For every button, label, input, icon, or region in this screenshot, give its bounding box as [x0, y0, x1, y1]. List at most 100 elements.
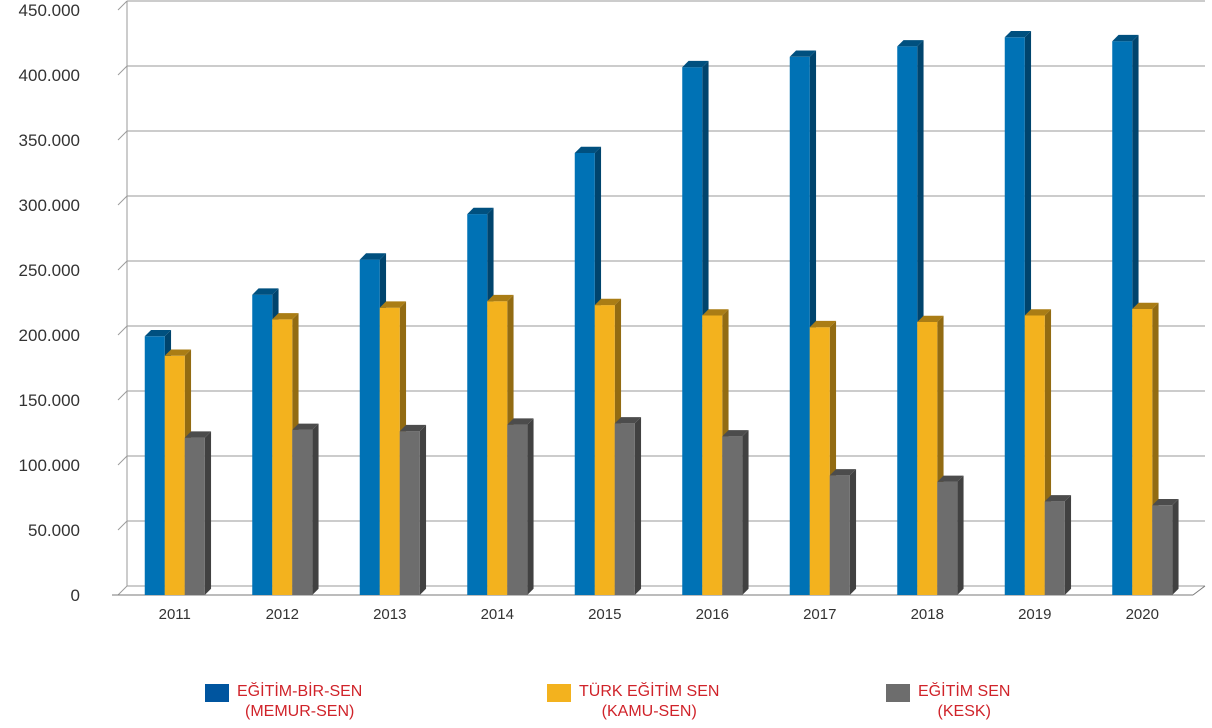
bar-front — [682, 67, 702, 595]
bar-front — [897, 46, 917, 595]
bar-front — [272, 319, 292, 595]
gridline-edge — [118, 131, 127, 140]
bar-side — [635, 417, 641, 595]
y-tick-label: 0 — [71, 586, 80, 605]
bar — [937, 476, 963, 595]
bar-front — [360, 260, 380, 595]
bar-chart: 0 50.000 100.000 150.000 200.000 250.000 300.0… — [0, 0, 1212, 670]
bar-front — [400, 431, 420, 595]
gridline-edge — [118, 456, 127, 465]
y-tick-label: 450.000 — [19, 1, 80, 20]
y-axis-labels: 0 50.000 100.000 150.000 200.000 250.000 300.0… — [19, 1, 80, 605]
bar — [292, 424, 318, 595]
bar-front — [790, 57, 810, 595]
x-axis-labels: 2011 2012 2013 2014 2015 2016 2017 2018 2019 2020 — [159, 606, 1159, 623]
y-tick-label: 200.000 — [19, 326, 80, 345]
y-tick-label: 300.000 — [19, 196, 80, 215]
gridline-edge — [118, 521, 127, 530]
floor-edge — [1193, 586, 1205, 595]
gridline-edge — [118, 586, 127, 595]
x-tick-label: 2013 — [373, 606, 406, 623]
bar — [615, 417, 641, 595]
bar-front — [380, 308, 400, 595]
x-tick-label: 2020 — [1126, 606, 1159, 623]
x-tick-label: 2011 — [159, 606, 191, 623]
bar-front — [1112, 41, 1132, 595]
x-tick-label: 2017 — [803, 606, 836, 623]
bar-front — [830, 475, 850, 595]
x-tick-label: 2018 — [911, 606, 944, 623]
bar-front — [810, 327, 830, 595]
bars — [145, 31, 1179, 595]
x-tick-label: 2014 — [481, 606, 514, 623]
y-tick-label: 100.000 — [19, 456, 80, 475]
bar-front — [1045, 501, 1065, 595]
legend-label: EĞİTİM-BİR-SEN (MEMUR-SEN) — [237, 682, 362, 722]
legend-item-egitim-bir-sen: EĞİTİM-BİR-SEN (MEMUR-SEN) — [205, 682, 362, 722]
bar-front — [1025, 316, 1045, 596]
y-tick-label: 50.000 — [28, 521, 80, 540]
bar-side — [205, 431, 211, 595]
legend-item-turk-egitim-sen: TÜRK EĞİTİM SEN (KAMU-SEN) — [547, 682, 719, 722]
bar-front — [145, 336, 165, 595]
x-tick-label: 2019 — [1018, 606, 1051, 623]
legend-label-line1: EĞİTİM SEN — [918, 682, 1010, 702]
bar-front — [702, 316, 722, 596]
bar-front — [937, 482, 957, 595]
bar-front — [165, 356, 185, 595]
bar-side — [1065, 495, 1071, 595]
bar-side — [850, 469, 856, 595]
y-tick-label: 350.000 — [19, 131, 80, 150]
bar-front — [917, 322, 937, 595]
y-tick-label: 250.000 — [19, 261, 80, 280]
bar-front — [575, 153, 595, 595]
x-tick-label: 2015 — [588, 606, 621, 623]
x-tick-label: 2012 — [266, 606, 299, 623]
legend-swatch — [205, 684, 229, 702]
legend-label: TÜRK EĞİTİM SEN (KAMU-SEN) — [579, 682, 719, 722]
bar-front — [1132, 309, 1152, 595]
legend-swatch — [886, 684, 910, 702]
gridline-edge — [118, 1, 127, 10]
gridline-edge — [118, 261, 127, 270]
bar-front — [722, 436, 742, 595]
legend-swatch — [547, 684, 571, 702]
bar — [722, 430, 748, 595]
legend-label: EĞİTİM SEN (KESK) — [918, 682, 1010, 722]
bar — [185, 431, 211, 595]
legend-label-line1: EĞİTİM-BİR-SEN — [237, 682, 362, 702]
bar-front — [507, 425, 527, 595]
bar-side — [420, 425, 426, 595]
bar-side — [312, 424, 318, 595]
bar-front — [615, 423, 635, 595]
bar — [1045, 495, 1071, 595]
bar-side — [527, 418, 533, 595]
bar-side — [957, 476, 963, 595]
legend-label-line1: TÜRK EĞİTİM SEN — [579, 682, 719, 702]
bar — [830, 469, 856, 595]
gridline-edge — [118, 66, 127, 75]
legend-label-line2: (KESK) — [918, 702, 1010, 722]
legend-label-line2: (MEMUR-SEN) — [237, 702, 362, 722]
legend-label-line2: (KAMU-SEN) — [579, 702, 719, 722]
bar — [1152, 499, 1178, 595]
bar-front — [292, 430, 312, 595]
legend-item-egitim-sen: EĞİTİM SEN (KESK) — [886, 682, 1010, 722]
bar — [400, 425, 426, 595]
y-tick-label: 400.000 — [19, 66, 80, 85]
gridline-edge — [118, 326, 127, 335]
y-tick-label: 150.000 — [19, 391, 80, 410]
bar-front — [595, 305, 615, 595]
x-tick-label: 2016 — [696, 606, 729, 623]
bar-front — [1005, 37, 1025, 595]
bar-side — [742, 430, 748, 595]
gridline-edge — [118, 391, 127, 400]
bar-front — [185, 438, 205, 595]
bar — [507, 418, 533, 595]
bar-front — [252, 295, 272, 595]
bar-front — [1152, 505, 1172, 595]
gridline-edge — [118, 196, 127, 205]
bar-front — [467, 214, 487, 595]
bar-front — [487, 301, 507, 595]
bar-side — [1172, 499, 1178, 595]
